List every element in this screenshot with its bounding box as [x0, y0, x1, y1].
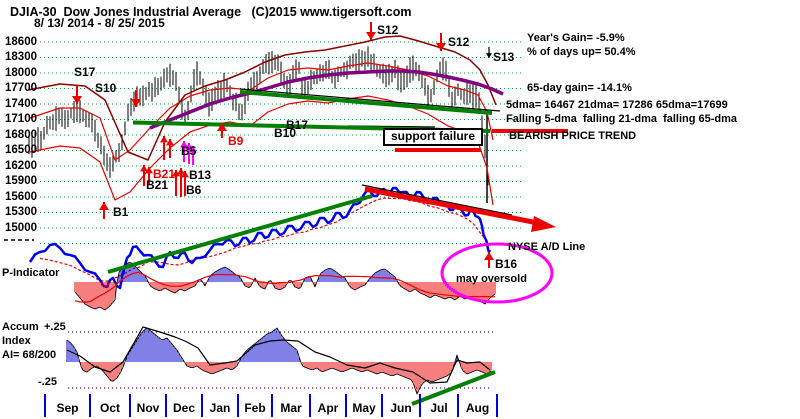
price-tick-label: 16200 — [5, 159, 37, 172]
signal-arrow-head — [484, 252, 494, 260]
signal-s12-1: S12 — [377, 23, 399, 37]
mid-band-line — [29, 62, 494, 161]
label-ai: AI= 68/200 — [2, 349, 57, 361]
month-label-aug: Aug — [465, 401, 490, 415]
month-label-may: May — [352, 401, 376, 415]
signal-s17: S17 — [74, 65, 96, 79]
label-plus25: +.25 — [44, 321, 66, 333]
price-tick-label: 15900 — [5, 175, 37, 187]
black-trendline — [361, 184, 513, 216]
green-trendline — [239, 90, 493, 115]
signal-b17: B17 — [286, 118, 309, 132]
oversold-ellipse — [440, 242, 554, 304]
signal-arrow-head — [436, 43, 446, 51]
label-index: Index — [2, 335, 31, 347]
month-label-feb: Feb — [244, 401, 266, 415]
decline-arrow — [364, 186, 539, 226]
signal-s12-2: S12 — [448, 35, 470, 49]
price-tick-label: 15600 — [5, 190, 37, 203]
signal-s13: S13 — [493, 50, 515, 64]
signal-arrow-head — [366, 32, 376, 40]
support-failure-label: support failure — [383, 128, 484, 146]
signal-b13: B13 — [189, 168, 212, 182]
signal-arrow-head — [99, 202, 109, 210]
month-label-apr: Apr — [317, 401, 339, 415]
decline-arrow-head — [531, 216, 556, 232]
label-accum: Accum — [2, 321, 39, 333]
ad-ma-dotted — [39, 197, 486, 282]
p-indicator-ma-line — [74, 271, 496, 303]
month-label-jan: Jan — [209, 401, 231, 415]
price-tick-label: 17100 — [5, 113, 37, 125]
signal-b21-red: B21 — [153, 167, 176, 181]
accum-signal-line — [66, 326, 491, 384]
lower-band-line — [29, 95, 494, 206]
signal-arrow-head — [72, 96, 82, 104]
65dma-line — [149, 69, 504, 130]
label-may-oversold: may oversold — [456, 273, 527, 285]
price-tick-label: 15000 — [5, 221, 37, 234]
signal-b5: B5 — [181, 144, 197, 158]
signal-b16: B16 — [495, 257, 518, 271]
price-tick-label: 17400 — [5, 97, 37, 110]
signal-arrow-head — [160, 136, 168, 143]
upper-envelope-line — [27, 35, 497, 161]
stat-bearish-trend: BEARISH PRICE TREND — [509, 130, 637, 142]
price-tick-label: 17700 — [5, 82, 37, 94]
month-label-oct: Oct — [99, 401, 120, 415]
price-tick-label: 18000 — [5, 66, 37, 79]
label-nyse-ad-line: NYSE A/D Line — [508, 241, 586, 253]
signal-arrow-head — [181, 171, 189, 178]
signal-b1: B1 — [113, 205, 129, 219]
chart-title: DJIA-30 Dow Jones Industrial Average (C)… — [10, 5, 412, 19]
signal-arrow-head — [145, 167, 153, 174]
black-trendline — [239, 88, 501, 112]
month-label-dec: Dec — [172, 401, 195, 415]
signal-arrow-head — [131, 99, 141, 107]
signal-arrow-head — [189, 146, 197, 153]
signal-arrow-head — [140, 165, 148, 172]
month-label-jul: Jul — [430, 401, 448, 415]
signal-b10: B10 — [274, 126, 297, 140]
label-minus25: -.25 — [38, 376, 57, 388]
signal-b9: B9 — [228, 134, 244, 148]
signal-arrow-head — [217, 123, 227, 131]
stat-dma-falling: Falling 5-dma falling 21-dma falling 65-… — [506, 113, 738, 125]
stat-65day-gain: 65-day gain= -14.1% — [527, 82, 632, 94]
nyse-ad-line — [28, 186, 492, 290]
signal-s10: S10 — [95, 81, 117, 95]
price-tick-label: 18300 — [5, 51, 37, 63]
green-trendline — [107, 194, 373, 274]
stat-years-gain: Year's Gain= -5.9% — [527, 32, 625, 44]
p-indicator-outline — [74, 262, 496, 311]
price-tick-label: 16500 — [5, 144, 37, 156]
green-trendline — [411, 370, 496, 406]
month-label-sep: Sep — [56, 401, 79, 415]
signal-b21: B21 — [146, 178, 169, 192]
stat-dma-values: 5dma= 16467 21dma= 17286 65dma=17699 — [506, 99, 728, 111]
date-range: 8/ 13/ 2014 - 8/ 25/ 2015 — [34, 16, 165, 30]
month-label-nov: Nov — [136, 401, 160, 415]
signal-arrow-head — [166, 139, 174, 146]
signal-arrow-head — [172, 170, 180, 177]
accum-outline — [66, 327, 492, 395]
stat-days-up: % of days up= 50.4% — [527, 46, 636, 58]
month-label-jun: Jun — [390, 401, 412, 415]
price-tick-label: 18600 — [5, 35, 37, 48]
signal-arrow-head — [180, 141, 188, 148]
signal-arrow-head — [486, 53, 492, 58]
signal-arrow-head — [185, 143, 193, 150]
price-tick-label: 15300 — [5, 206, 37, 218]
signal-b6: B6 — [186, 183, 202, 197]
price-tick-label: 16800 — [5, 128, 37, 141]
signal-arrow-head — [177, 168, 185, 175]
label-p-indicator: P-Indicator — [2, 267, 60, 279]
month-label-mar: Mar — [280, 401, 302, 415]
